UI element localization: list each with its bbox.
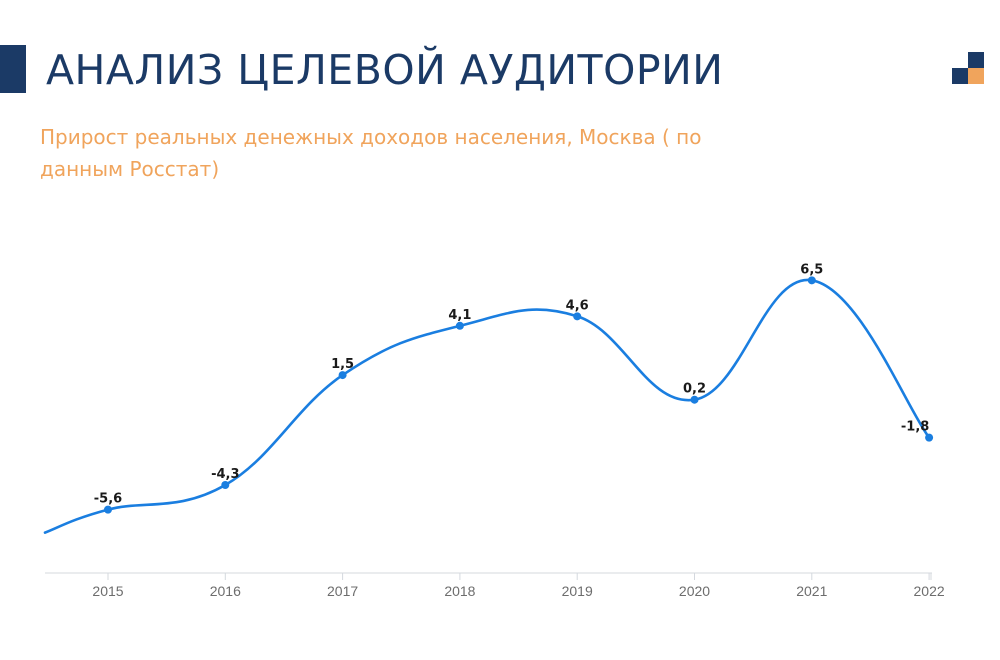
data-point[interactable] (104, 505, 112, 514)
x-tick-label: 2019 (562, 583, 593, 599)
data-label: 4,6 (566, 298, 589, 313)
data-point[interactable] (807, 276, 816, 285)
data-point[interactable] (455, 321, 464, 330)
x-tick-label: 2015 (92, 583, 123, 599)
chart-subtitle: Прирост реальных денежных доходов населе… (40, 125, 702, 181)
title-accent-bar (0, 45, 26, 93)
data-point[interactable] (338, 371, 347, 380)
data-label: 0,2 (683, 382, 706, 397)
x-tick-label: 2017 (327, 583, 358, 599)
x-tick-label: 2016 (210, 583, 241, 599)
data-label: -5,6 (94, 492, 122, 507)
data-label: 4,1 (448, 308, 471, 323)
data-label: 6,5 (800, 262, 823, 277)
x-tick-label: 2020 (679, 583, 710, 599)
page-title: АНАЛИЗ ЦЕЛЕВОЙ АУДИТОРИИ (46, 46, 724, 94)
income-growth-line-chart: -5,6 -4,3 1,5 4,1 4,6 0,2 6,5 -1,8 2015 2016 2017… (43, 262, 945, 599)
data-point[interactable] (221, 480, 230, 489)
data-point[interactable] (925, 433, 934, 442)
data-label: 1,5 (331, 357, 354, 372)
data-label: -1,8 (901, 420, 929, 435)
series-line (43, 278, 931, 534)
x-tick-label: 2022 (914, 583, 945, 599)
data-label: -4,3 (211, 467, 239, 482)
x-tick-label: 2021 (796, 583, 827, 599)
data-point[interactable] (573, 312, 582, 321)
data-point[interactable] (690, 395, 699, 404)
x-tick-label: 2018 (444, 583, 475, 599)
brand-logo-icon (952, 52, 984, 84)
